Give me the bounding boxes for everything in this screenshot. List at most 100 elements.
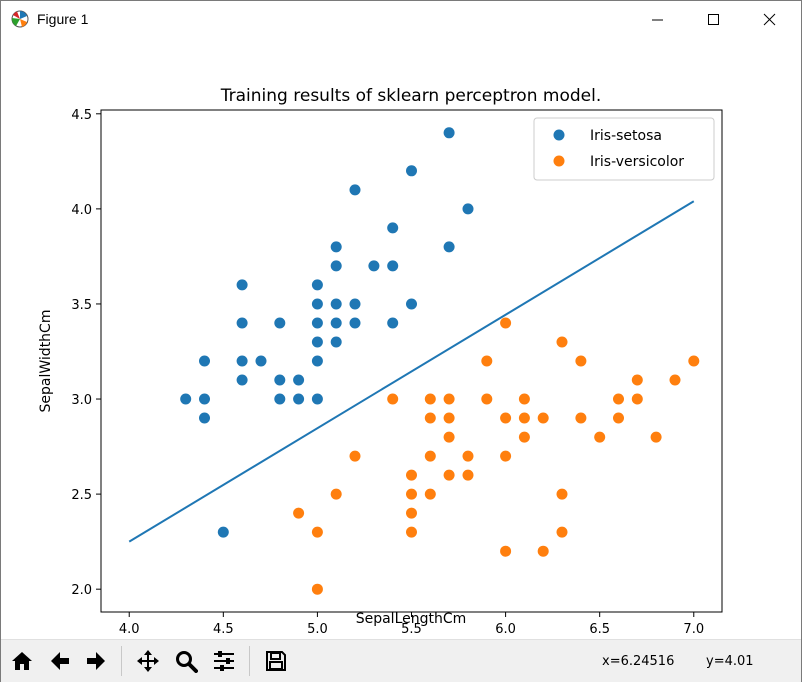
home-button[interactable] — [7, 646, 37, 676]
versicolor-point — [518, 412, 530, 424]
decision-boundary-line — [128, 200, 695, 543]
setosa-point — [199, 355, 210, 367]
setosa-point — [406, 298, 417, 310]
minimize-icon — [652, 19, 663, 21]
maximize-button[interactable] — [689, 1, 739, 39]
legend: Iris-setosa Iris-versicolor — [533, 117, 715, 181]
close-button[interactable] — [745, 1, 795, 39]
title-bar[interactable]: Figure 1 — [1, 1, 801, 39]
x-tick-label: 5.5 — [401, 622, 422, 637]
home-icon — [12, 652, 32, 670]
maximize-icon — [708, 14, 719, 25]
legend-box — [533, 117, 715, 181]
y-axis-label: SepalWidthCm — [38, 310, 54, 413]
versicolor-point — [500, 317, 512, 329]
versicolor-point — [462, 469, 474, 481]
matplotlib-icon — [11, 10, 29, 28]
setosa-point — [387, 317, 399, 329]
setosa-point — [406, 165, 417, 177]
x-tick-label: 4.5 — [213, 622, 234, 637]
setosa-point — [311, 393, 323, 405]
setosa-point — [387, 222, 399, 234]
setosa-point — [293, 393, 305, 405]
setosa-point — [443, 241, 455, 253]
close-icon — [763, 13, 776, 26]
x-tick-label: 4.0 — [119, 622, 140, 637]
setosa-point — [255, 355, 267, 367]
x-tick-label: 5.0 — [307, 622, 328, 637]
legend-label-versicolor: Iris-versicolor — [590, 154, 684, 170]
zoom-button[interactable] — [171, 646, 201, 676]
versicolor-point — [500, 545, 512, 557]
toolbar-separator — [121, 646, 122, 676]
setosa-point — [293, 374, 305, 386]
versicolor-point — [556, 488, 568, 500]
versicolor-point — [424, 450, 436, 462]
legend-label-setosa: Iris-setosa — [590, 128, 662, 144]
setosa-point — [274, 374, 286, 386]
setosa-point — [311, 317, 323, 329]
setosa-point — [274, 317, 286, 329]
save-button[interactable] — [261, 646, 291, 676]
back-button[interactable] — [45, 646, 75, 676]
versicolor-point — [406, 507, 417, 519]
versicolor-point — [424, 393, 436, 405]
save-icon — [266, 651, 286, 671]
versicolor-point — [293, 507, 305, 519]
x-tick-label: 6.0 — [495, 622, 516, 637]
navigation-toolbar: x=6.24516 y=4.01 — [1, 639, 801, 682]
forward-button[interactable] — [81, 646, 111, 676]
versicolor-point — [424, 488, 436, 500]
configure-icon — [214, 651, 234, 671]
versicolor-point — [575, 412, 587, 424]
setosa-point — [311, 355, 323, 367]
x-axis: 4.0 4.5 5.0 5.5 6.0 6.5 7.0 — [119, 612, 704, 637]
setosa-point — [349, 298, 361, 310]
versicolor-point — [631, 374, 643, 386]
versicolor-point — [500, 412, 512, 424]
minimize-button[interactable] — [633, 1, 683, 39]
versicolor-point — [406, 526, 417, 538]
versicolor-point — [518, 431, 530, 443]
configure-subplots-button[interactable] — [209, 646, 239, 676]
versicolor-point — [443, 412, 455, 424]
setosa-point — [330, 317, 342, 329]
back-icon — [51, 652, 69, 670]
x-tick-label: 6.5 — [589, 622, 610, 637]
setosa-point — [330, 260, 342, 272]
setosa-point — [443, 127, 455, 139]
window-title: Figure 1 — [37, 11, 89, 27]
versicolor-point — [443, 431, 455, 443]
pan-button[interactable] — [133, 646, 163, 676]
setosa-point — [349, 184, 361, 196]
setosa-point — [462, 203, 474, 215]
y-tick-label: 3.5 — [71, 298, 92, 313]
versicolor-point — [311, 526, 323, 538]
setosa-point — [236, 374, 248, 386]
pan-icon — [137, 650, 159, 672]
versicolor-point — [349, 450, 361, 462]
setosa-point — [180, 393, 192, 405]
setosa-point — [236, 355, 248, 367]
versicolor-point — [613, 412, 624, 424]
scatter-marks — [128, 127, 700, 595]
setosa-point — [236, 317, 248, 329]
coordinate-x-readout: x=6.24516 — [602, 654, 675, 669]
y-tick-label: 4.5 — [71, 108, 92, 123]
versicolor-point — [556, 336, 568, 348]
y-tick-label: 3.0 — [71, 393, 92, 408]
setosa-point — [349, 317, 361, 329]
setosa-point — [199, 393, 210, 405]
plot-canvas[interactable]: Training results of sklearn perceptron m… — [1, 39, 801, 639]
legend-marker-versicolor — [553, 155, 565, 167]
zoom-icon — [176, 651, 198, 673]
forward-icon — [87, 652, 105, 670]
versicolor-point — [631, 393, 643, 405]
setosa-point — [311, 336, 323, 348]
versicolor-point — [311, 583, 323, 595]
versicolor-point — [481, 355, 493, 367]
setosa-point — [274, 393, 286, 405]
versicolor-point — [406, 469, 417, 481]
versicolor-point — [537, 412, 549, 424]
